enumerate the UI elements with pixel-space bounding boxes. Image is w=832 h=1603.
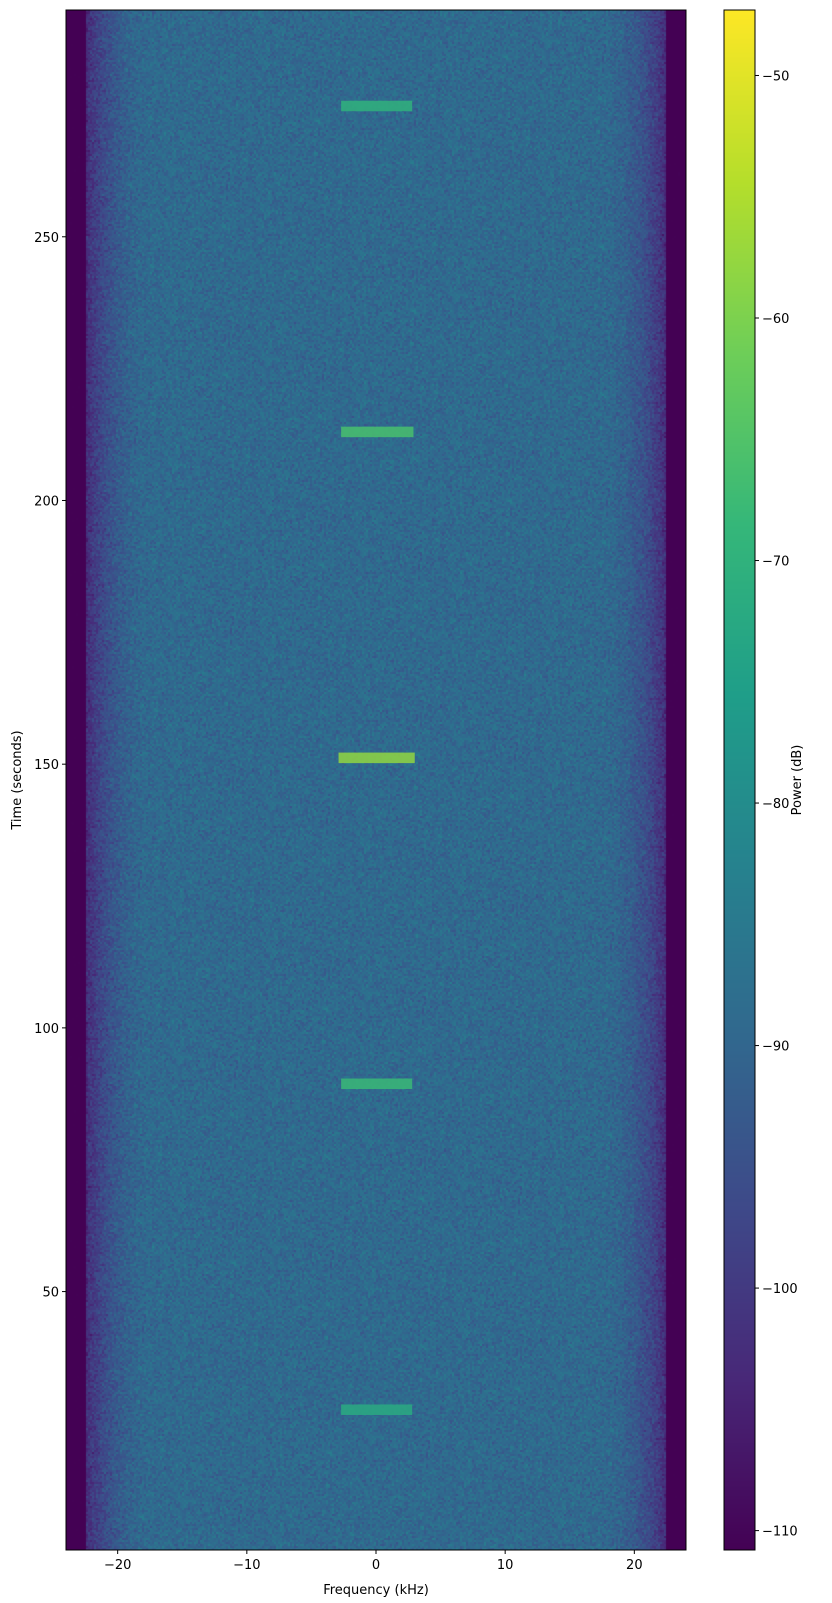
colorbar-tick-label: −70 — [762, 555, 789, 570]
x-tick-label: −20 — [104, 1558, 131, 1573]
plot-frame — [65, 9, 687, 1551]
x-tick-label: 0 — [372, 1558, 380, 1573]
y-tick-label: 150 — [34, 758, 59, 773]
y-axis-label: Time (seconds) — [10, 730, 25, 830]
burst-4 — [341, 100, 413, 112]
x-tick-label: 10 — [497, 1558, 514, 1573]
burst-3 — [341, 426, 414, 438]
y-tick-label: 250 — [34, 231, 59, 246]
colorbar-label: Power (dB) — [790, 745, 805, 816]
colorbar-tick-label: −50 — [762, 69, 789, 84]
x-tick-label: −10 — [233, 1558, 260, 1573]
colorbar-tick-label: −110 — [762, 1525, 798, 1540]
x-axis-label: Frequency (kHz) — [323, 1583, 429, 1598]
colorbar-frame — [723, 9, 756, 1551]
y-tick-label: 100 — [34, 1022, 59, 1037]
colorbar-tick-label: −100 — [762, 1282, 798, 1297]
ticks-layer: −20 −10 0 10 2050100150200250−110−100−90−80−… — [34, 69, 798, 1573]
burst-1 — [341, 1078, 413, 1090]
burst-0 — [341, 1404, 413, 1415]
colorbar-tick-label: −90 — [762, 1040, 789, 1055]
x-tick-label: 20 — [626, 1558, 643, 1573]
burst-2 — [338, 752, 415, 764]
y-tick-label: 200 — [34, 494, 59, 509]
y-tick-label: 50 — [42, 1286, 59, 1301]
colorbar-tick-label: −60 — [762, 312, 789, 327]
colorbar-tick-label: −80 — [762, 797, 789, 812]
bursts-layer — [338, 100, 415, 1415]
